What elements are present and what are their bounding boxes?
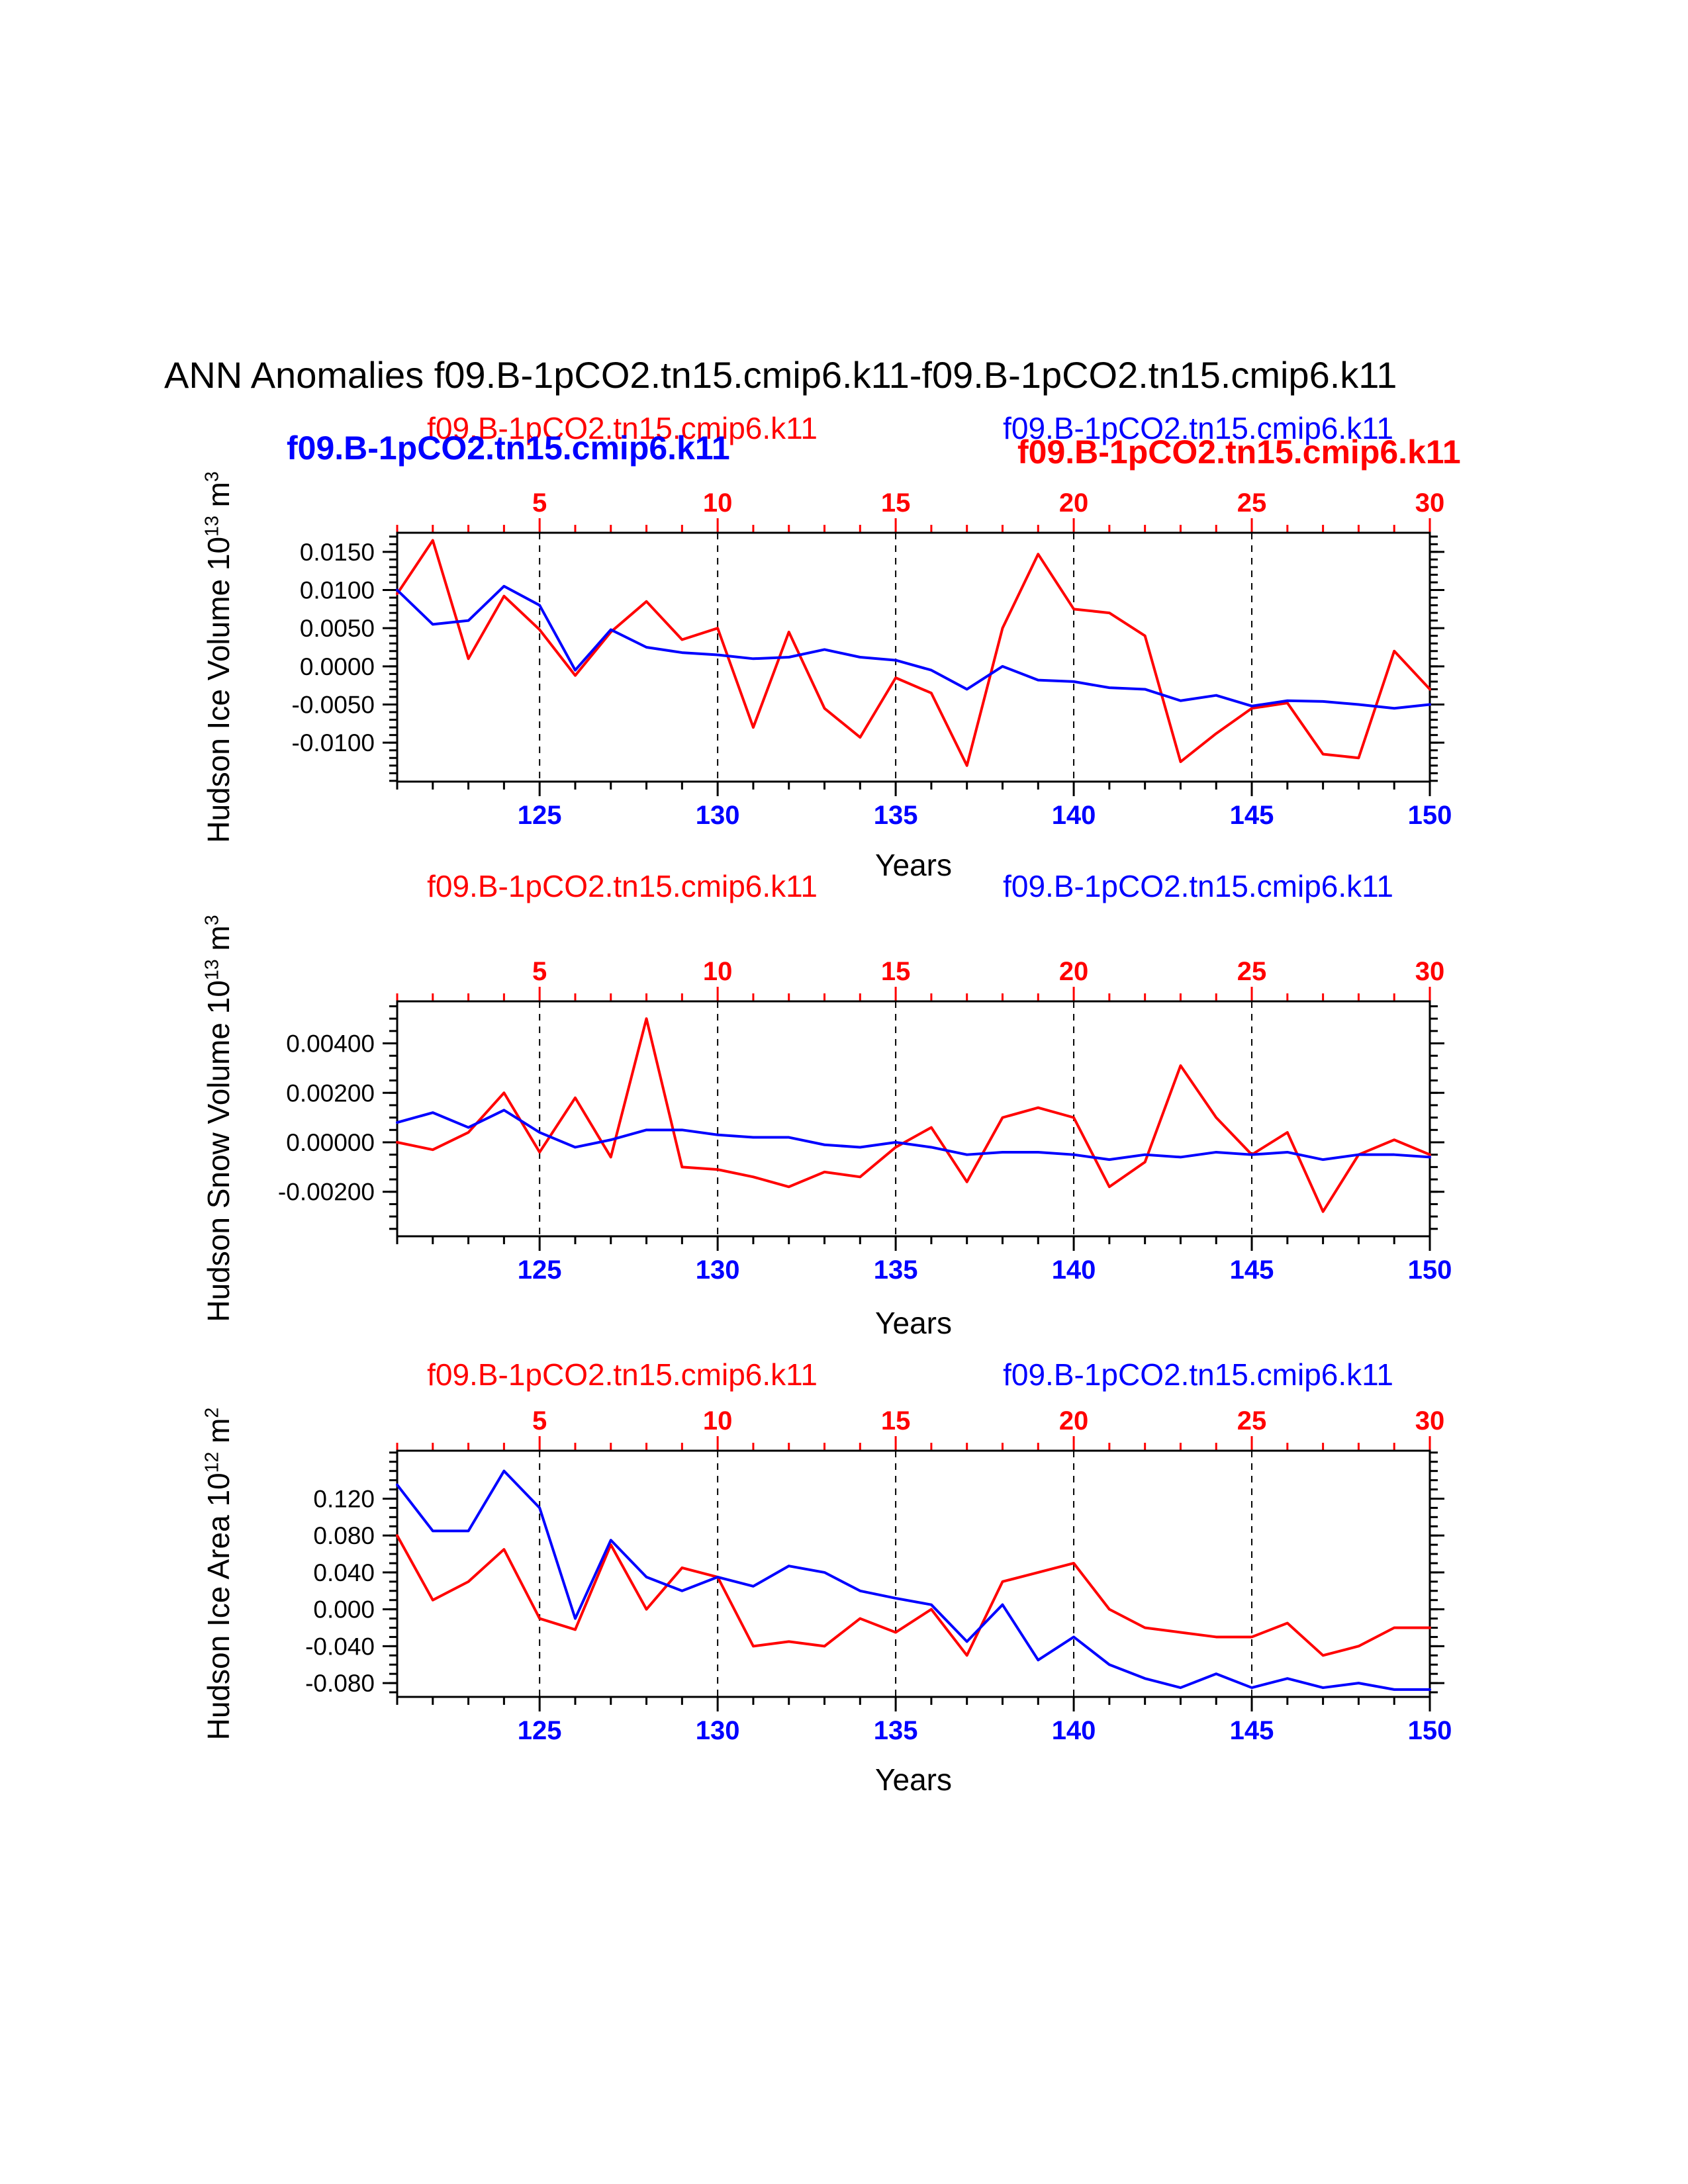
svg-text:145: 145 [1230,1255,1274,1285]
svg-text:0.00400: 0.00400 [286,1030,375,1058]
axis-ticks [383,535,1444,796]
svg-text:-0.080: -0.080 [305,1670,375,1697]
svg-text:5: 5 [532,488,547,518]
series-blue-line [396,584,1431,710]
svg-text:-0.0100: -0.0100 [292,729,375,756]
chart3-left-run-label: f09.B-1pCO2.tn15.cmip6.k11 [427,1357,818,1392]
svg-text:15: 15 [881,957,911,986]
x-top-tick-labels: 5 10 15 20 25 30 [532,488,1444,518]
x-top-tick-labels: 5 10 15 20 25 30 [532,957,1444,986]
chart3-ice-area-plot: 0.120 0.080 0.040 0.000 -0.040 -0.080 125 130 13… [305,1406,1452,1745]
svg-text:-0.040: -0.040 [305,1633,375,1660]
svg-text:10: 10 [703,957,733,986]
svg-text:125: 125 [518,1716,562,1745]
svg-text:20: 20 [1059,488,1089,518]
svg-text:20: 20 [1059,1406,1089,1435]
svg-text:130: 130 [696,1255,740,1285]
x-bottom-tick-labels: 125 130 135 140 145 150 [518,1716,1452,1745]
svg-text:15: 15 [881,488,911,518]
svg-text:0.000: 0.000 [313,1596,375,1623]
chart1-legend-red: f09.B-1pCO2.tn15.cmip6.k11 [1017,433,1461,471]
chart1-x-axis-title: Years [875,848,952,882]
svg-text:5: 5 [532,957,547,986]
svg-text:0.0150: 0.0150 [300,539,375,566]
svg-text:0.0000: 0.0000 [300,653,375,680]
grid-lines [539,533,1253,782]
series-red-line [396,1017,1431,1213]
chart1-ice-volume-plot: 0.0150 0.0100 0.0050 0.0000 -0.0050 -0.0100 12… [292,488,1452,830]
x-bottom-tick-labels: 125 130 135 140 145 150 [518,1255,1452,1285]
y-tick-labels: 0.00400 0.00200 0.00000 -0.00200 [278,1030,375,1206]
svg-text:140: 140 [1052,1255,1096,1285]
svg-text:25: 25 [1237,957,1267,986]
x-bottom-tick-labels: 125 130 135 140 145 150 [518,801,1452,830]
svg-text:0.00200: 0.00200 [286,1079,375,1107]
axis-ticks [383,1005,1444,1251]
svg-text:0.00000: 0.00000 [286,1129,375,1156]
top-axis-ticks [396,1436,1431,1451]
chart2-left-run-label: f09.B-1pCO2.tn15.cmip6.k11 [427,869,818,903]
svg-text:125: 125 [518,801,562,830]
svg-text:140: 140 [1052,1716,1096,1745]
chart2-snow-volume-plot: 0.00400 0.00200 0.00000 -0.00200 125 130 135 14… [278,957,1452,1285]
chart3-right-run-label: f09.B-1pCO2.tn15.cmip6.k11 [1003,1357,1393,1392]
y-tick-labels: 0.120 0.080 0.040 0.000 -0.040 -0.080 [305,1485,375,1697]
chart2-y-title-unit-exp: 3 [201,915,223,926]
chart1-right-run-label: f09.B-1pCO2.tn15.cmip6.k11 [1003,411,1393,445]
svg-text:0.040: 0.040 [313,1559,375,1586]
chart2-x-axis-title: Years [875,1306,952,1340]
chart1-legend-blue: f09.B-1pCO2.tn15.cmip6.k11 [287,430,730,467]
svg-text:30: 30 [1415,957,1445,986]
svg-text:10: 10 [703,488,733,518]
chart2-right-run-label: f09.B-1pCO2.tn15.cmip6.k11 [1003,869,1393,903]
top-axis-ticks [396,987,1431,1001]
svg-text:-0.0050: -0.0050 [292,692,375,719]
svg-text:130: 130 [696,1716,740,1745]
svg-text:5: 5 [532,1406,547,1435]
plot-border [396,1000,1431,1238]
svg-text:25: 25 [1237,1406,1267,1435]
series-blue-line [396,1469,1431,1691]
svg-text:150: 150 [1408,801,1452,830]
axis-ticks [383,1451,1444,1711]
plot-border [396,1449,1431,1698]
svg-text:0.0050: 0.0050 [300,615,375,642]
svg-text:130: 130 [696,801,740,830]
grid-lines [539,1451,1253,1697]
svg-text:0.080: 0.080 [313,1522,375,1549]
svg-text:135: 135 [874,801,918,830]
svg-text:0.120: 0.120 [313,1485,375,1512]
chart1-left-run-label: f09.B-1pCO2.tn15.cmip6.k11 [427,411,818,445]
page-title: ANN Anomalies f09.B-1pCO2.tn15.cmip6.k11… [164,354,1397,396]
svg-text:145: 145 [1230,801,1274,830]
svg-text:150: 150 [1408,1255,1452,1285]
plot-border [396,531,1431,783]
chart3-x-axis-title: Years [875,1762,952,1797]
svg-text:30: 30 [1415,1406,1445,1435]
svg-text:20: 20 [1059,957,1089,986]
svg-text:10: 10 [703,1406,733,1435]
y-tick-labels: 0.0150 0.0100 0.0050 0.0000 -0.0050 -0.0100 [292,539,375,756]
series-red-line [396,539,1431,767]
grid-lines [539,1001,1253,1236]
series-blue-line [396,1109,1431,1161]
svg-text:125: 125 [518,1255,562,1285]
series-red-line [396,1534,1431,1657]
svg-text:15: 15 [881,1406,911,1435]
svg-text:25: 25 [1237,488,1267,518]
svg-text:30: 30 [1415,488,1445,518]
x-top-tick-labels: 5 10 15 20 25 30 [532,1406,1444,1435]
svg-text:-0.00200: -0.00200 [278,1179,375,1206]
svg-text:145: 145 [1230,1716,1274,1745]
top-axis-ticks [396,518,1431,533]
svg-text:135: 135 [874,1255,918,1285]
svg-text:135: 135 [874,1716,918,1745]
svg-text:140: 140 [1052,801,1096,830]
svg-text:0.0100: 0.0100 [300,577,375,604]
svg-text:150: 150 [1408,1716,1452,1745]
